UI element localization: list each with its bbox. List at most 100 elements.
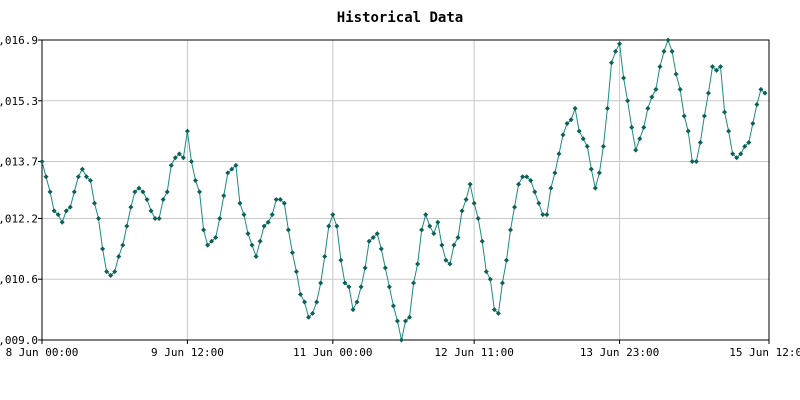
data-point [229, 166, 235, 172]
data-point [483, 269, 489, 275]
data-point [487, 276, 493, 282]
data-point [548, 185, 554, 191]
data-point [128, 204, 134, 210]
data-point [47, 189, 53, 195]
data-point [645, 105, 651, 111]
data-point [471, 200, 477, 206]
data-point [326, 223, 332, 229]
chart-title: Historical Data [337, 10, 463, 26]
data-point [92, 200, 98, 206]
data-point [451, 242, 457, 248]
data-point [617, 41, 623, 47]
data-point [79, 166, 85, 172]
data-point [100, 246, 106, 252]
data-point [532, 189, 538, 195]
x-tick-label: 8 Jun 00:00 [6, 346, 79, 359]
data-point [738, 151, 744, 157]
data-point [407, 314, 413, 320]
data-point [156, 215, 162, 221]
data-point [495, 310, 501, 316]
data-point [350, 307, 356, 313]
data-point [536, 200, 542, 206]
data-point [144, 196, 150, 202]
data-point [758, 86, 764, 92]
data-point [124, 223, 130, 229]
data-point [225, 170, 231, 176]
data-point [75, 174, 81, 180]
data-point [318, 280, 324, 286]
data-point [560, 132, 566, 138]
data-point [524, 174, 530, 180]
data-point [641, 124, 647, 130]
data-point [754, 102, 760, 108]
data-point [491, 307, 497, 313]
data-point [713, 67, 719, 73]
data-point [297, 291, 303, 297]
data-point [310, 310, 316, 316]
data-point [503, 257, 509, 263]
data-point [681, 113, 687, 119]
data-point [572, 105, 578, 111]
data-point [697, 140, 703, 146]
data-point [394, 318, 400, 324]
data-point [87, 178, 93, 184]
data-point [621, 75, 627, 81]
data-point [637, 136, 643, 142]
data-point [197, 189, 203, 195]
y-axis: 1,009.0 1,010.6 1,012.2 1,013.7 1,015.3 1,016… [0, 34, 42, 347]
data-point [516, 181, 522, 187]
data-point [512, 204, 518, 210]
data-point [63, 208, 69, 214]
data-point [253, 253, 259, 259]
data-point [730, 151, 736, 157]
data-point [306, 314, 312, 320]
data-point [378, 246, 384, 252]
data-point [281, 200, 287, 206]
data-point [269, 212, 275, 218]
data-point [584, 143, 590, 149]
data-point [677, 86, 683, 92]
data-point [459, 208, 465, 214]
data-point [314, 299, 320, 305]
data-point [338, 257, 344, 263]
data-point [633, 147, 639, 153]
data-point [673, 71, 679, 77]
data-point [455, 234, 461, 240]
y-tick-label: 1,016.9 [0, 34, 38, 47]
data-point [302, 299, 308, 305]
data-point [427, 223, 433, 229]
data-point [160, 196, 166, 202]
data-point [596, 170, 602, 176]
data-point [184, 128, 190, 134]
data-point [423, 212, 429, 218]
data-point [172, 155, 178, 161]
y-tick-label: 1,010.6 [0, 273, 38, 286]
data-point [665, 37, 671, 43]
data-point [382, 265, 388, 271]
data-point [108, 272, 114, 278]
grid [41, 39, 770, 341]
data-point [750, 121, 756, 127]
data-point [249, 242, 255, 248]
data-point [152, 215, 158, 221]
data-point [201, 227, 207, 233]
data-point [277, 196, 283, 202]
x-tick-label: 12 Jun 11:00 [434, 346, 513, 359]
data-point [257, 238, 263, 244]
data-point [237, 200, 243, 206]
data-point [592, 185, 598, 191]
data-point [293, 269, 299, 275]
data-point [330, 212, 336, 218]
data-point [358, 284, 364, 290]
y-tick-label: 1,012.2 [0, 212, 38, 225]
data-point [467, 181, 473, 187]
data-point [613, 48, 619, 54]
data-point [104, 269, 110, 275]
data-point [568, 117, 574, 123]
data-point [443, 257, 449, 263]
data-point [205, 242, 211, 248]
data-point [600, 143, 606, 149]
data-point [241, 212, 247, 218]
data-point [552, 170, 558, 176]
